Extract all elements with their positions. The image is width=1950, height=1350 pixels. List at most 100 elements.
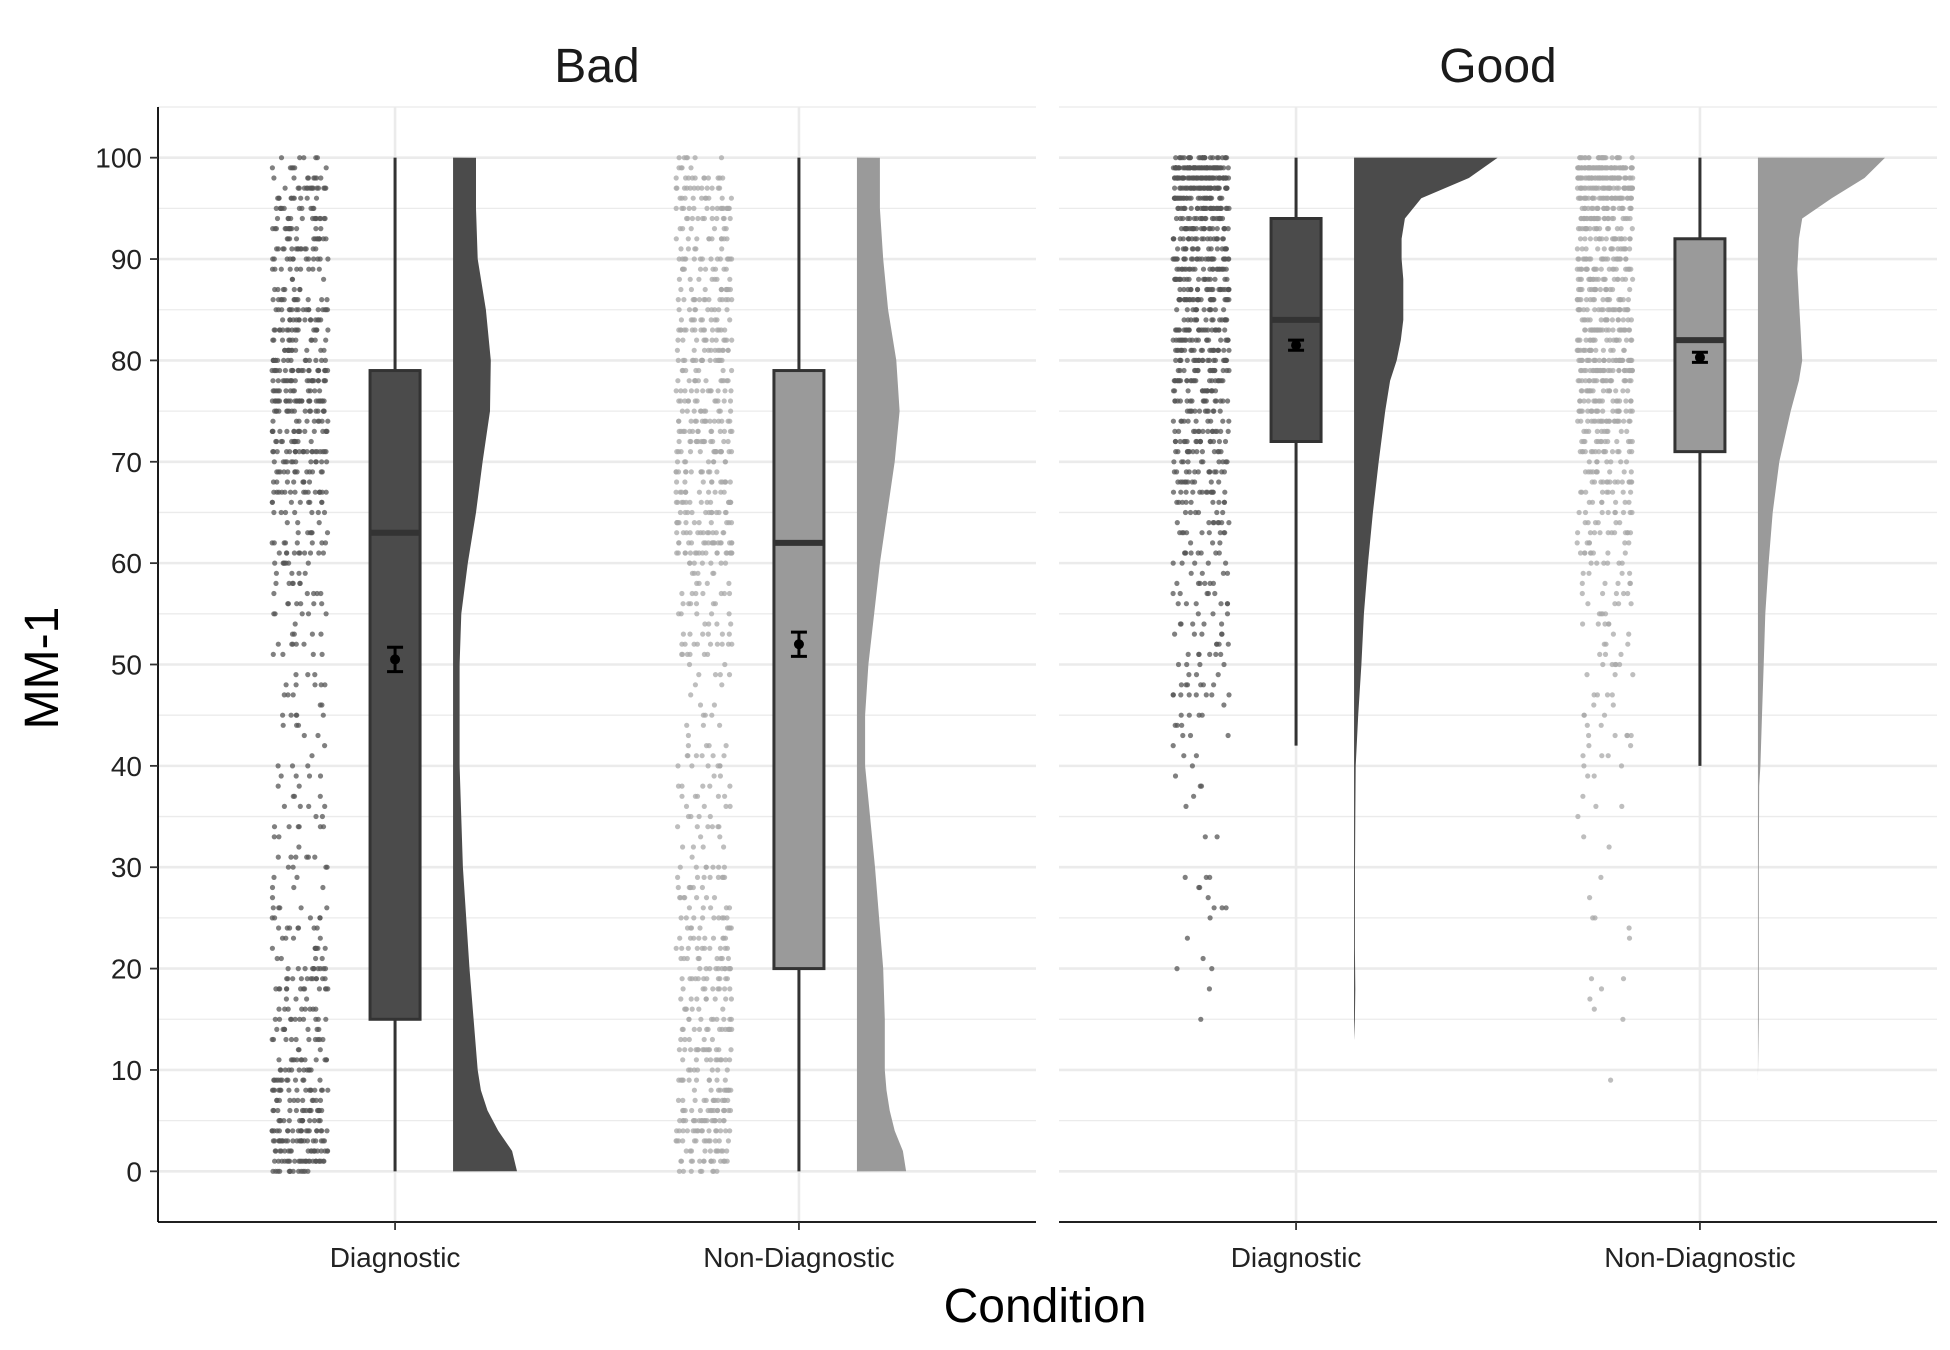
data-point [291, 884, 297, 891]
data-point [1177, 530, 1183, 536]
data-point [713, 337, 719, 343]
data-point [724, 1158, 730, 1164]
data-point [1604, 195, 1610, 201]
data-point [729, 297, 735, 303]
data-point [1209, 692, 1215, 698]
data-point [1587, 530, 1593, 536]
data-point [1173, 357, 1179, 363]
data-point [696, 1006, 702, 1012]
data-point [1221, 661, 1227, 668]
data-point [1193, 601, 1199, 607]
data-point [304, 976, 310, 982]
data-point [727, 986, 733, 992]
data-point [1609, 155, 1615, 161]
data-point [285, 601, 291, 607]
data-point [312, 489, 318, 495]
data-point [1576, 165, 1582, 171]
data-point [708, 317, 714, 323]
data-point [269, 266, 276, 272]
data-point [724, 925, 731, 931]
data-point [308, 530, 315, 536]
data-point [1590, 915, 1596, 921]
data-point [309, 753, 315, 759]
data-point [676, 1138, 682, 1144]
data-point [706, 236, 712, 242]
data-point [720, 215, 727, 222]
data-point [272, 915, 278, 921]
data-point [309, 378, 315, 384]
data-point [1184, 935, 1190, 941]
data-point [692, 550, 698, 556]
data-point [316, 520, 322, 526]
data-point [1217, 408, 1223, 414]
data-point [1628, 601, 1634, 607]
data-point [286, 327, 292, 333]
data-point [729, 256, 735, 262]
data-point [707, 813, 713, 820]
data-point [1184, 530, 1190, 536]
data-point [708, 347, 714, 353]
data-point [1218, 428, 1224, 434]
data-point [725, 286, 731, 293]
data-point [708, 1158, 714, 1164]
y-tick-label: 90 [111, 244, 142, 275]
data-point [691, 641, 697, 647]
data-point [275, 246, 281, 252]
data-point [1617, 307, 1623, 313]
data-point [691, 520, 698, 526]
data-point [683, 915, 689, 921]
data-point [1214, 246, 1220, 252]
data-point [1190, 489, 1196, 495]
data-point [714, 641, 721, 647]
data-point [709, 611, 715, 617]
data-point [286, 560, 292, 566]
data-point [315, 367, 322, 374]
data-point [322, 803, 328, 810]
data-point [1626, 499, 1632, 505]
data-point [1591, 1006, 1597, 1012]
data-point [1589, 327, 1595, 333]
data-point [280, 712, 286, 718]
data-point [690, 1128, 696, 1134]
data-point [704, 185, 710, 191]
data-point [1214, 215, 1220, 222]
data-point [1620, 1016, 1626, 1022]
data-point [1577, 337, 1583, 343]
data-point [699, 185, 705, 191]
data-point [711, 1107, 717, 1114]
data-point [1216, 175, 1222, 181]
y-tick-label: 60 [111, 548, 142, 579]
data-point [721, 1158, 727, 1164]
data-point [1198, 459, 1205, 465]
data-point [707, 874, 713, 881]
data-point [285, 215, 292, 222]
data-point [724, 1148, 730, 1154]
data-point [306, 266, 312, 272]
data-point [702, 945, 708, 951]
data-point [1610, 702, 1616, 708]
data-point [689, 1107, 695, 1114]
data-point [297, 1016, 303, 1022]
data-point [715, 1148, 721, 1154]
data-point [1601, 357, 1607, 363]
data-point [696, 935, 702, 941]
data-point [689, 1158, 696, 1164]
data-point [1629, 165, 1635, 171]
data-point [315, 418, 321, 424]
data-point [1622, 540, 1628, 546]
data-point [677, 327, 684, 333]
data-point [1186, 408, 1193, 414]
data-point [1226, 418, 1232, 424]
data-point [1222, 357, 1228, 363]
data-point [715, 986, 721, 992]
data-point [290, 793, 296, 799]
data-point [298, 1168, 304, 1174]
data-point [310, 976, 316, 982]
data-point [1226, 256, 1232, 262]
data-point [1616, 418, 1622, 424]
data-point [313, 317, 319, 323]
data-point [1582, 550, 1588, 556]
data-point [680, 1168, 687, 1174]
